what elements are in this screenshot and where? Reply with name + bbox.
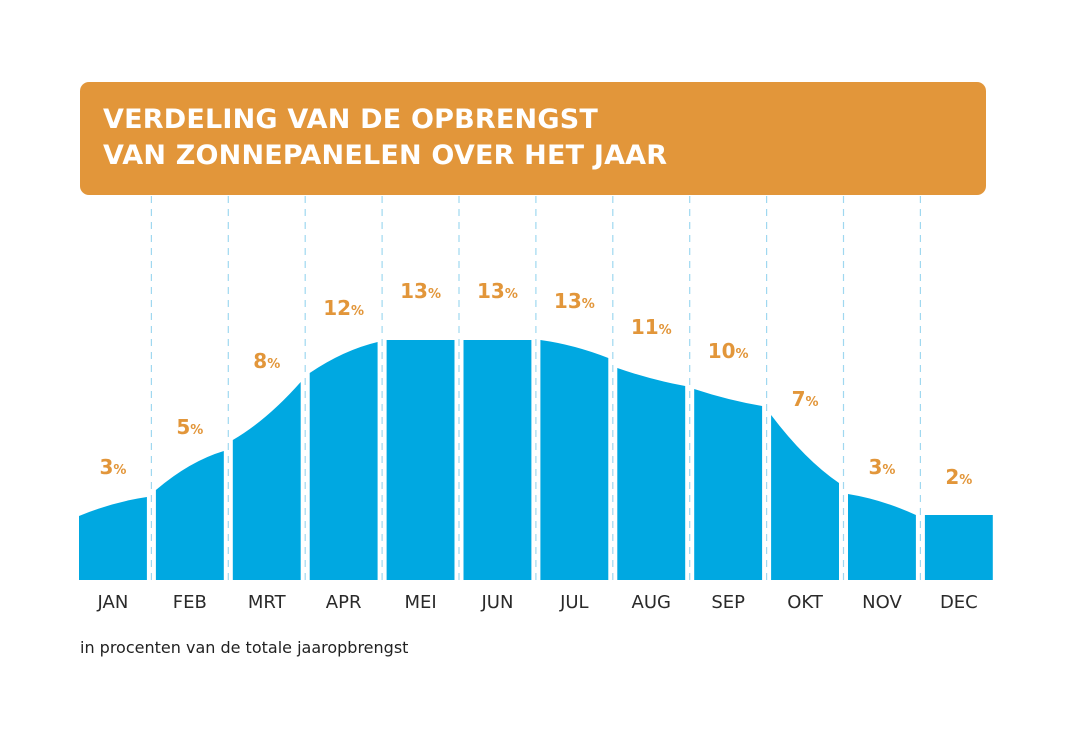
month-label: APR	[326, 592, 362, 613]
area-segment-aug	[617, 368, 686, 580]
value-label: 3%	[99, 455, 126, 479]
area-segment-jun	[463, 340, 532, 580]
area-segment-okt	[771, 415, 839, 580]
month-label: MEI	[404, 592, 436, 613]
month-label: NOV	[862, 592, 902, 613]
value-label: 8%	[253, 349, 280, 373]
area-segment-mrt	[232, 382, 301, 580]
area-segment-nov	[848, 494, 916, 580]
value-label: 13%	[554, 289, 595, 313]
chart-footnote: in procenten van de totale jaaropbrengst	[80, 638, 409, 657]
month-label: JAN	[97, 592, 129, 613]
value-label: 3%	[868, 455, 895, 479]
area-segment-jan	[79, 497, 147, 580]
month-label: DEC	[940, 592, 978, 613]
area-segment-dec	[924, 515, 993, 580]
value-label: 7%	[792, 387, 819, 411]
value-label: 10%	[708, 339, 749, 363]
area-segment-feb	[155, 451, 224, 580]
value-label: 5%	[176, 415, 203, 439]
value-label: 13%	[400, 279, 441, 303]
value-label: 13%	[477, 279, 518, 303]
value-label: 2%	[945, 465, 972, 489]
month-label: MRT	[248, 592, 287, 613]
month-label: OKT	[787, 592, 824, 613]
area-segment-mei	[386, 340, 455, 580]
chart-title-line-1: VERDELING VAN DE OPBRENGST	[103, 104, 598, 135]
month-label: AUG	[632, 592, 671, 613]
month-label: FEB	[173, 592, 207, 613]
area-segment-apr	[309, 342, 378, 580]
month-label: JUL	[559, 592, 589, 613]
value-label: 11%	[631, 315, 672, 339]
value-label: 12%	[323, 296, 364, 320]
area-segment-sep	[694, 389, 763, 580]
chart-title-box: VERDELING VAN DE OPBRENGST VAN ZONNEPANE…	[80, 82, 986, 195]
month-label: JUN	[480, 592, 513, 613]
month-label: SEP	[711, 592, 745, 613]
chart-title-line-2: VAN ZONNEPANELEN OVER HET JAAR	[103, 140, 668, 171]
area-segment-jul	[540, 340, 609, 580]
